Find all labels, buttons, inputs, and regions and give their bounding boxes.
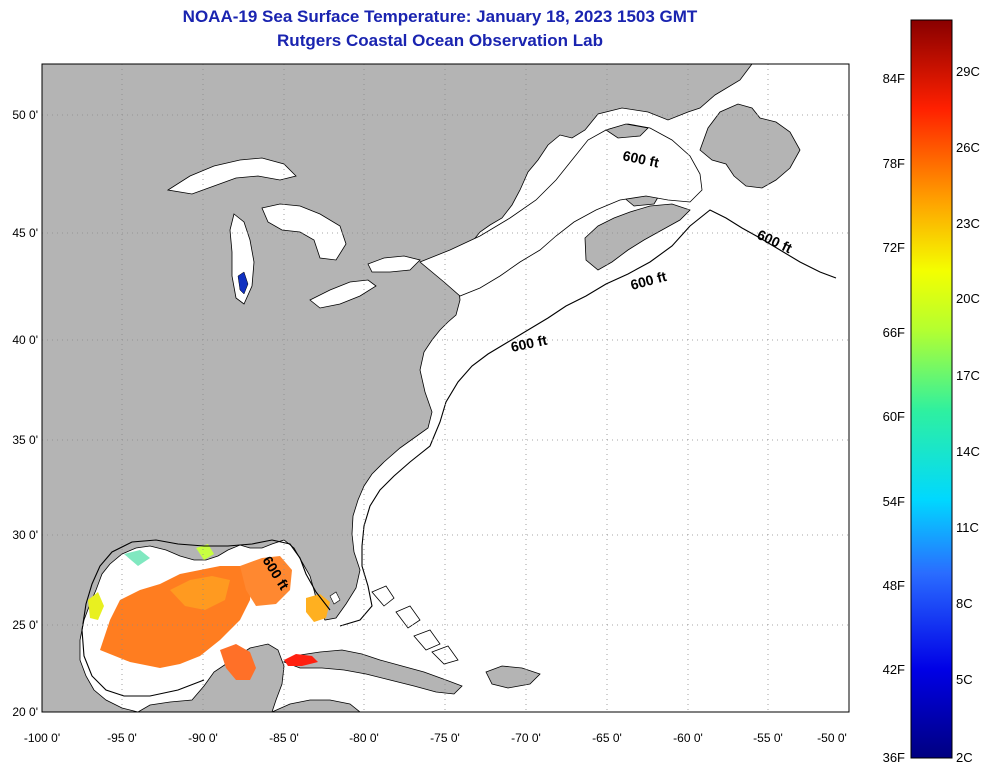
lon-tick-label: -100 0'	[24, 731, 60, 745]
lon-tick-label: -65 0'	[592, 731, 622, 745]
lake-superior	[166, 157, 297, 195]
colorbar-c-label: 26C	[956, 140, 980, 155]
lat-tick-label: 30 0'	[12, 528, 38, 542]
anticosti-island	[605, 123, 649, 139]
newfoundland	[699, 103, 801, 189]
colorbar-f-label: 54F	[883, 494, 905, 509]
sst-patches	[88, 544, 330, 680]
colorbar	[910, 19, 953, 759]
lake-huron	[261, 203, 347, 261]
lake-ontario	[367, 255, 421, 273]
lon-tick-label: -70 0'	[511, 731, 541, 745]
land-mass	[42, 64, 753, 712]
colorbar-c-label: 2C	[956, 750, 973, 765]
isobath-label: 600 ft	[509, 332, 548, 355]
lon-tick-label: -60 0'	[673, 731, 703, 745]
central-america	[271, 699, 361, 712]
lake-okeechobee	[329, 591, 341, 605]
lat-tick-label: 50 0'	[12, 108, 38, 122]
lat-tick-label: 40 0'	[12, 333, 38, 347]
colorbar-c-label: 11C	[956, 520, 979, 535]
chart-title: NOAA-19 Sea Surface Temperature: January…	[182, 7, 698, 26]
chart-subtitle: Rutgers Coastal Ocean Observation Lab	[277, 31, 603, 50]
lon-tick-label: -50 0'	[817, 731, 847, 745]
lon-tick-label: -90 0'	[188, 731, 218, 745]
graticule	[42, 64, 849, 712]
hispaniola	[485, 665, 541, 689]
colorbar-c-label: 29C	[956, 64, 980, 79]
isobath-600ft-gulf	[81, 539, 331, 697]
lon-tick-label: -85 0'	[269, 731, 299, 745]
colorbar-c-labels: 29C 26C 23C 20C 17C 14C 11C 8C 5C 2C	[956, 64, 980, 765]
cuba	[282, 649, 463, 695]
longitude-axis: -100 0' -95 0' -90 0' -85 0' -80 0' -75 …	[24, 731, 847, 745]
lake-michigan	[229, 213, 255, 305]
colorbar-f-labels: 84F 78F 72F 66F 60F 54F 48F 42F 36F	[883, 71, 905, 765]
colorbar-c-label: 5C	[956, 672, 973, 687]
lake-winnebago	[237, 271, 249, 295]
colorbar-f-label: 78F	[883, 156, 905, 171]
lon-tick-label: -75 0'	[430, 731, 460, 745]
lat-tick-label: 45 0'	[12, 226, 38, 240]
lat-tick-label: 20 0'	[12, 705, 38, 719]
latitude-axis: 50 0' 45 0' 40 0' 35 0' 30 0' 25 0' 20 0…	[12, 108, 38, 719]
lake-erie	[309, 279, 377, 309]
colorbar-f-label: 48F	[883, 578, 905, 593]
lat-tick-label: 35 0'	[12, 433, 38, 447]
colorbar-f-label: 84F	[883, 71, 905, 86]
isobath-600ft	[339, 209, 837, 627]
colorbar-f-label: 42F	[883, 662, 905, 677]
colorbar-f-label: 36F	[883, 750, 905, 765]
colorbar-c-label: 14C	[956, 444, 980, 459]
lon-tick-label: -95 0'	[107, 731, 137, 745]
nova-scotia	[584, 203, 691, 271]
colorbar-f-label: 66F	[883, 325, 905, 340]
lon-tick-label: -55 0'	[753, 731, 783, 745]
colorbar-c-label: 8C	[956, 596, 973, 611]
lat-tick-label: 25 0'	[12, 618, 38, 632]
bahamas	[371, 585, 459, 665]
gulf-of-st-lawrence	[419, 123, 703, 297]
lon-tick-label: -80 0'	[349, 731, 379, 745]
colorbar-c-label: 17C	[956, 368, 980, 383]
colorbar-c-label: 23C	[956, 216, 980, 231]
colorbar-f-label: 72F	[883, 240, 905, 255]
colorbar-c-label: 20C	[956, 291, 980, 306]
isobath-label: 600 ft	[621, 147, 660, 170]
colorbar-f-label: 60F	[883, 409, 905, 424]
